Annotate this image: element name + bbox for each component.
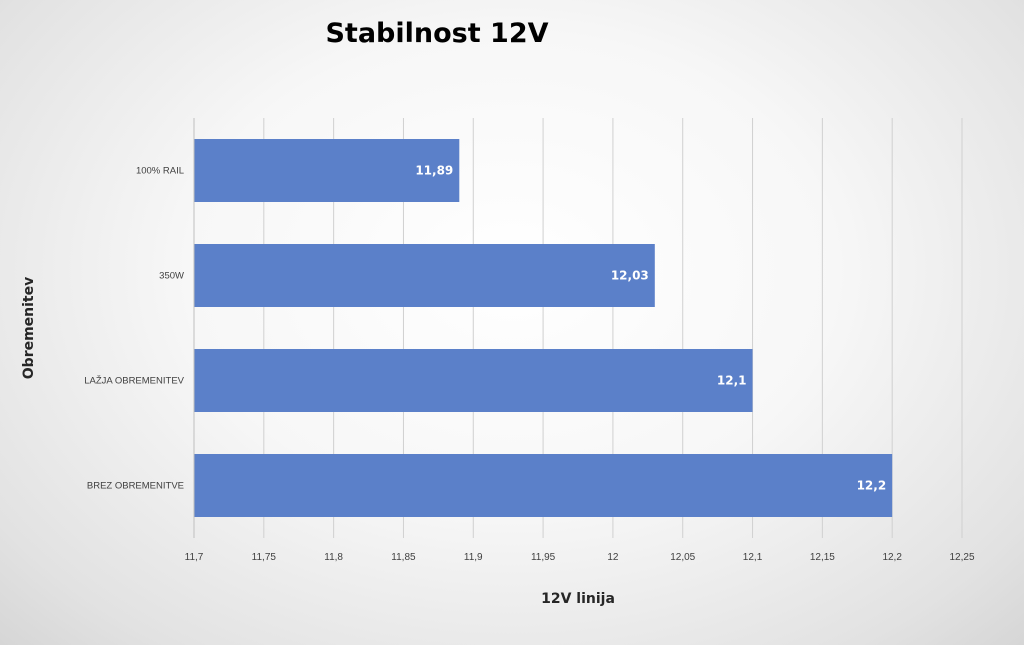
x-tick-label: 12,1 (743, 552, 763, 563)
x-tick-label: 11,85 (391, 552, 416, 563)
x-tick-label: 11,7 (185, 552, 204, 563)
y-axis-title: Obremenitev (21, 277, 37, 379)
x-tick-label: 11,95 (531, 552, 556, 563)
data-label: 12,1 (717, 374, 747, 388)
data-label: 12,03 (611, 269, 649, 283)
x-tick-label: 11,9 (464, 552, 483, 563)
category-label: BREZ OBREMENITVE (87, 481, 184, 492)
bar (194, 244, 655, 307)
category-label: LAŽJA OBREMENITEV (84, 376, 184, 387)
bar (194, 139, 460, 202)
x-tick-label: 11,75 (252, 552, 277, 563)
category-label: 350W (159, 271, 184, 282)
data-label: 12,2 (857, 479, 887, 493)
category-label: 100% RAIL (136, 166, 184, 177)
bars: 11,89 12,03 12,1 12,2 (194, 139, 893, 517)
x-tick-label: 12 (607, 552, 619, 563)
x-tick-label: 11,8 (324, 552, 343, 563)
x-tick-label: 12,25 (949, 552, 974, 563)
data-label: 11,89 (415, 164, 453, 178)
axes: 11,7 11,75 11,8 11,85 11,9 11,95 12 12,05 12,1 12… (84, 118, 975, 563)
x-tick-label: 12,15 (810, 552, 835, 563)
x-axis-title: 12V linija (541, 591, 615, 607)
chart-title: Stabilnost 12V (325, 18, 549, 49)
x-tick-label: 12,2 (882, 552, 902, 563)
bar (194, 454, 893, 517)
bar (194, 349, 753, 412)
x-tick-label: 12,05 (670, 552, 695, 563)
